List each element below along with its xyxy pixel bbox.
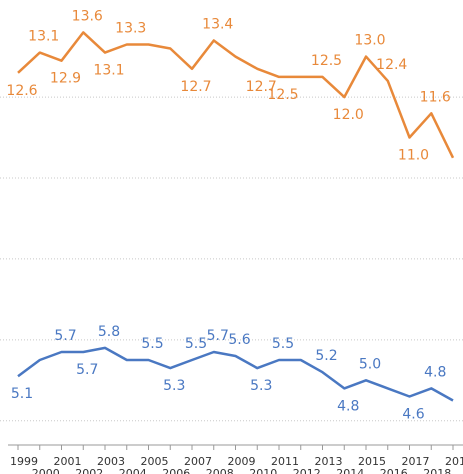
data-label: 5.8 — [98, 324, 120, 340]
data-label: 13.3 — [115, 21, 146, 37]
data-label: 5.7 — [207, 328, 229, 344]
x-tick-label: 2017 — [402, 455, 430, 468]
x-tick-label: 2003 — [97, 455, 125, 468]
data-label: 4.8 — [424, 364, 446, 380]
data-label: 5.3 — [163, 378, 185, 394]
data-label: 12.5 — [267, 87, 298, 103]
data-label: 13.4 — [202, 16, 233, 32]
x-tick-label: 2008 — [206, 467, 234, 474]
data-label: 12.7 — [180, 79, 211, 95]
data-label: 5.7 — [76, 362, 98, 378]
x-tick-label: 2013 — [315, 455, 343, 468]
x-tick-label: 2005 — [141, 455, 169, 468]
x-tick-label: 2002 — [75, 467, 103, 474]
x-tick-label: 2019 — [445, 455, 463, 468]
data-label: 12.4 — [376, 57, 407, 73]
x-tick-label: 2004 — [119, 467, 147, 474]
data-label: 11.6 — [420, 89, 451, 105]
series-line — [17, 346, 454, 402]
data-label: 5.0 — [359, 356, 381, 372]
data-label: 5.2 — [315, 348, 337, 364]
data-label: 5.7 — [54, 328, 76, 344]
data-label: 13.1 — [93, 63, 124, 79]
data-label: 4.6 — [402, 406, 424, 422]
x-tick-label: 2012 — [293, 467, 321, 474]
data-label: 4.8 — [337, 398, 359, 414]
x-tick-label: 2018 — [423, 467, 451, 474]
data-label: 12.0 — [333, 107, 364, 123]
x-tick-label: 2001 — [54, 455, 82, 468]
data-label: 11.0 — [398, 148, 429, 164]
x-tick-label: 2000 — [32, 467, 60, 474]
data-label: 5.3 — [250, 378, 272, 394]
data-label: 12.6 — [6, 83, 37, 99]
series-line — [17, 31, 455, 159]
x-tick-label: 2016 — [380, 467, 408, 474]
data-label: 12.9 — [50, 71, 81, 87]
data-label: 5.5 — [185, 336, 207, 352]
x-tick-label: 2009 — [228, 455, 256, 468]
x-tick-label: 2007 — [184, 455, 212, 468]
x-tick-label: 1999 — [10, 455, 38, 468]
x-tick-label: 2015 — [358, 455, 386, 468]
x-tick-label: 2010 — [249, 467, 277, 474]
data-label: 5.5 — [141, 336, 163, 352]
data-label: 13.6 — [72, 8, 103, 24]
data-label: 12.7 — [246, 79, 277, 95]
x-tick-label: 2011 — [271, 455, 299, 468]
data-label: 12.5 — [311, 53, 342, 69]
data-label: 5.6 — [228, 332, 250, 348]
x-tick-label: 2006 — [162, 467, 190, 474]
x-tick-label: 2014 — [336, 467, 364, 474]
data-label: 5.1 — [11, 386, 33, 402]
data-label: 5.5 — [272, 336, 294, 352]
data-label: 13.0 — [354, 33, 385, 49]
data-label: 13.1 — [28, 29, 59, 45]
